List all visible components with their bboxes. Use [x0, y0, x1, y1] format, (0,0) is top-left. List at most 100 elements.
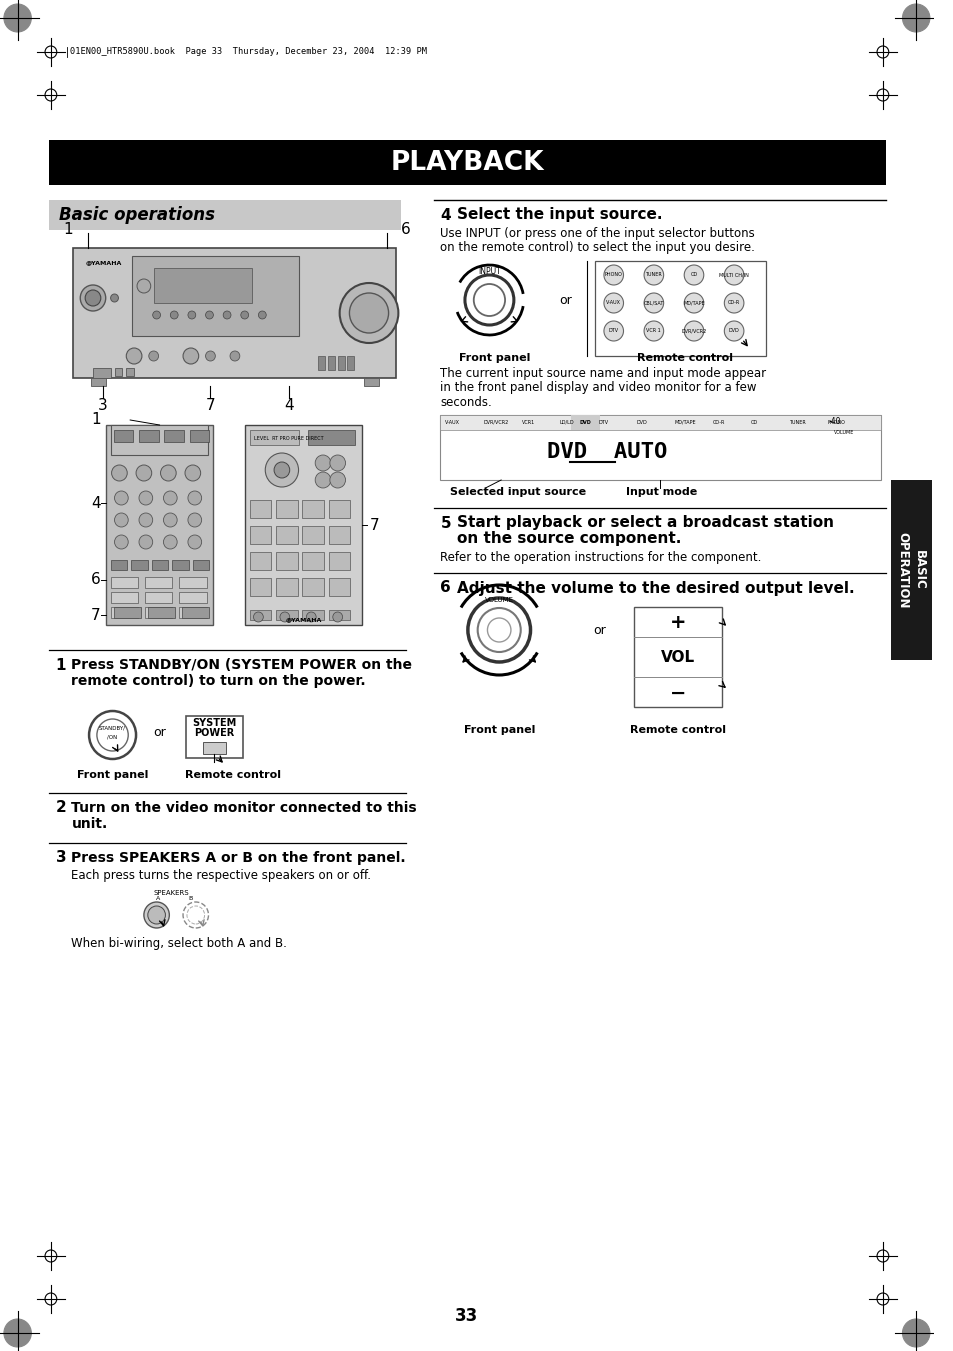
Text: 2: 2 [55, 801, 67, 816]
Bar [302, 553, 324, 570]
Text: CD: CD [750, 420, 757, 424]
Circle shape [111, 295, 118, 303]
Bar [275, 500, 297, 517]
Text: DVD  AUTO: DVD AUTO [546, 442, 666, 462]
Bar [106, 426, 213, 626]
Circle shape [183, 349, 198, 363]
Text: TUNER: TUNER [788, 420, 805, 424]
Text: /ON: /ON [108, 735, 117, 739]
Text: 4: 4 [284, 399, 294, 413]
Text: LD/LD: LD/LD [559, 420, 574, 424]
Bar [308, 430, 355, 444]
Circle shape [188, 513, 201, 527]
Text: 3: 3 [55, 851, 67, 866]
Circle shape [643, 265, 663, 285]
Circle shape [188, 490, 201, 505]
Bar [179, 577, 206, 588]
Text: PHONO: PHONO [604, 273, 622, 277]
Text: Basic operations: Basic operations [59, 205, 214, 224]
Bar [275, 578, 297, 596]
Circle shape [80, 285, 106, 311]
Text: on the source component.: on the source component. [456, 531, 680, 547]
Circle shape [330, 455, 345, 471]
Text: Remote control: Remote control [637, 353, 733, 363]
Circle shape [314, 471, 331, 488]
Text: Use INPUT (or press one of the input selector buttons: Use INPUT (or press one of the input sel… [440, 227, 755, 240]
Bar [302, 500, 324, 517]
Text: seconds.: seconds. [440, 396, 492, 408]
Bar [152, 561, 168, 570]
Bar [250, 578, 271, 596]
Text: TUNER: TUNER [645, 273, 661, 277]
Text: A: A [156, 896, 160, 901]
Text: Press STANDBY/ON (SYSTEM POWER on the: Press STANDBY/ON (SYSTEM POWER on the [71, 658, 412, 671]
Bar [113, 430, 133, 442]
Text: 4: 4 [91, 496, 101, 511]
Bar [172, 561, 189, 570]
Text: PHONO: PHONO [826, 420, 844, 424]
Text: Each press turns the respective speakers on or off.: Each press turns the respective speakers… [71, 869, 371, 881]
Circle shape [163, 513, 177, 527]
Circle shape [188, 535, 201, 549]
Bar [193, 561, 210, 570]
Text: or: or [558, 293, 572, 307]
Circle shape [163, 490, 177, 505]
Text: STANDBY/: STANDBY/ [99, 725, 126, 731]
Circle shape [152, 311, 160, 319]
Text: 01EN00_HTR5890U.book  Page 33  Thursday, December 23, 2004  12:39 PM: 01EN00_HTR5890U.book Page 33 Thursday, D… [71, 47, 427, 57]
Text: CO-R: CO-R [712, 420, 724, 424]
Text: 33: 33 [455, 1306, 478, 1325]
Bar [337, 357, 344, 370]
Text: in the front panel display and video monitor for a few: in the front panel display and video mon… [440, 381, 756, 394]
Circle shape [205, 351, 215, 361]
Text: POWER: POWER [194, 728, 234, 738]
Text: Front panel: Front panel [458, 353, 530, 363]
Text: Adjust the volume to the desired output level.: Adjust the volume to the desired output … [456, 581, 854, 596]
Text: CD-R: CD-R [727, 300, 740, 305]
Bar [250, 500, 271, 517]
Bar [317, 357, 325, 370]
Text: 7: 7 [370, 517, 379, 532]
Bar [890, 480, 931, 661]
Text: MD/TAPE: MD/TAPE [674, 420, 696, 424]
Bar [302, 611, 324, 620]
Bar [329, 500, 350, 517]
Circle shape [902, 4, 929, 32]
Text: 4: 4 [440, 208, 451, 223]
Text: PLAYBACK: PLAYBACK [390, 150, 543, 176]
Text: DVD: DVD [578, 420, 591, 424]
Bar [111, 577, 138, 588]
Text: DVD: DVD [636, 420, 646, 424]
Circle shape [643, 322, 663, 340]
Circle shape [258, 311, 266, 319]
Text: V-AUX: V-AUX [605, 300, 620, 305]
Text: VOLUME: VOLUME [484, 597, 513, 603]
Circle shape [112, 465, 127, 481]
Text: 1: 1 [91, 412, 101, 427]
Bar [111, 561, 127, 570]
Bar [245, 426, 362, 626]
Text: MULTI CH/IN: MULTI CH/IN [719, 273, 748, 277]
Text: DVR/VCR2: DVR/VCR2 [680, 328, 706, 334]
Bar [250, 553, 271, 570]
Text: Remote control: Remote control [185, 770, 281, 780]
Bar [275, 611, 297, 620]
Bar [347, 357, 354, 370]
Bar [186, 716, 242, 758]
Text: @YAMAHA: @YAMAHA [285, 617, 321, 621]
Text: BASIC
OPERATION: BASIC OPERATION [896, 532, 925, 608]
Text: B: B [189, 896, 193, 901]
Bar [153, 267, 252, 303]
Circle shape [349, 293, 388, 332]
Circle shape [265, 453, 298, 486]
Text: MD/TAPE: MD/TAPE [682, 300, 704, 305]
Bar [329, 526, 350, 544]
Text: −: − [669, 684, 686, 703]
Bar [595, 261, 765, 357]
Bar [250, 430, 298, 444]
Text: or: or [593, 624, 606, 636]
Text: Selected input source: Selected input source [450, 486, 586, 497]
Circle shape [139, 535, 152, 549]
Bar [49, 200, 401, 230]
Bar [111, 426, 209, 455]
